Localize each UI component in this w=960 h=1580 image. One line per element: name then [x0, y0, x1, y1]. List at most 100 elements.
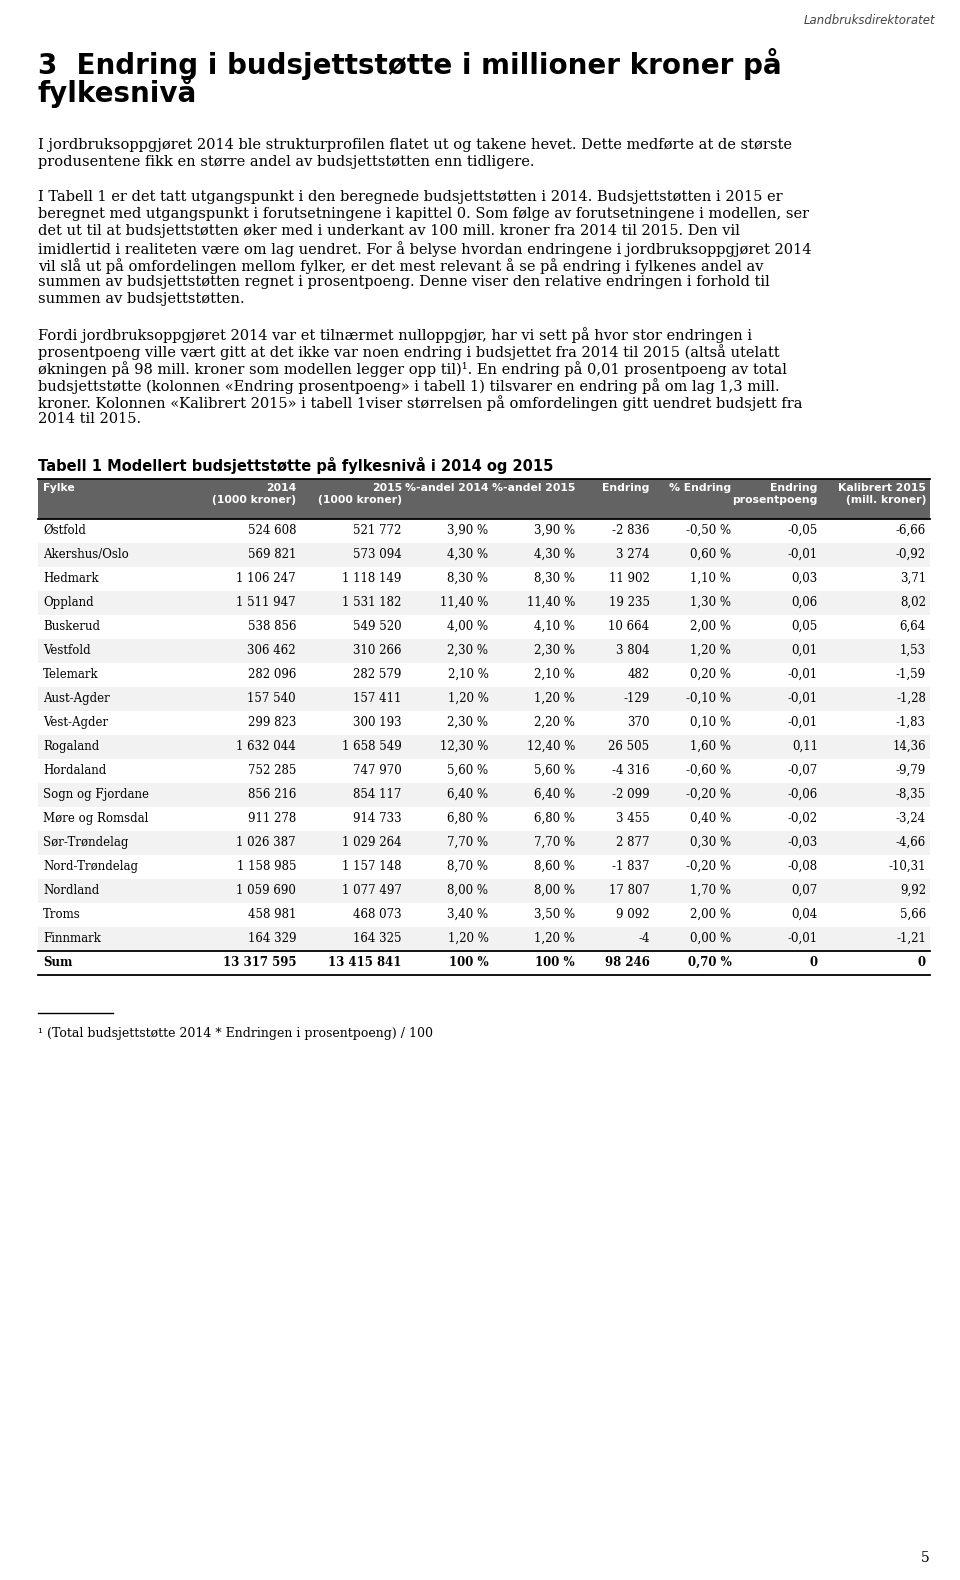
Text: -0,20 %: -0,20 %	[686, 788, 732, 801]
Text: -1,83: -1,83	[896, 716, 926, 728]
Text: produsentene fikk en større andel av budsjettstøtten enn tidligere.: produsentene fikk en større andel av bud…	[38, 155, 535, 169]
Text: 12,40 %: 12,40 %	[527, 739, 575, 754]
Bar	[38, 664, 930, 687]
Text: %-andel 2014: %-andel 2014	[405, 483, 489, 493]
Text: 1,60 %: 1,60 %	[690, 739, 732, 754]
Bar	[38, 758, 930, 784]
Text: 914 733: 914 733	[353, 812, 402, 825]
Text: 482: 482	[627, 668, 650, 681]
Text: det ut til at budsjettstøtten øker med i underkant av 100 mill. kroner fra 2014 : det ut til at budsjettstøtten øker med i…	[38, 224, 740, 239]
Text: 0: 0	[918, 956, 926, 969]
Text: Vestfold: Vestfold	[43, 645, 90, 657]
Bar	[38, 615, 930, 638]
Bar	[38, 855, 930, 878]
Text: 6,64: 6,64	[900, 619, 926, 634]
Text: prosentpoeng ville vært gitt at det ikke var noen endring i budsjettet fra 2014 : prosentpoeng ville vært gitt at det ikke…	[38, 344, 780, 360]
Text: 9,92: 9,92	[900, 883, 926, 897]
Text: -0,01: -0,01	[788, 692, 818, 705]
Text: 3  Endring i budsjettstøtte i millioner kroner på: 3 Endring i budsjettstøtte i millioner k…	[38, 47, 781, 81]
Text: 2014
(1000 kroner): 2014 (1000 kroner)	[212, 483, 296, 506]
Text: -0,07: -0,07	[787, 765, 818, 777]
Text: -0,92: -0,92	[896, 548, 926, 561]
Text: 0,04: 0,04	[792, 908, 818, 921]
Bar	[38, 831, 930, 855]
Text: 0,60 %: 0,60 %	[690, 548, 732, 561]
Text: Nord-Trøndelag: Nord-Trøndelag	[43, 860, 138, 874]
Text: Rogaland: Rogaland	[43, 739, 99, 754]
Bar	[38, 638, 930, 664]
Text: summen av budsjettstøtten.: summen av budsjettstøtten.	[38, 292, 245, 307]
Text: beregnet med utgangspunkt i forutsetningene i kapittel 0. Som følge av forutsetn: beregnet med utgangspunkt i forutsetning…	[38, 207, 809, 221]
Text: %-andel 2015: %-andel 2015	[492, 483, 575, 493]
Text: 98 246: 98 246	[605, 956, 650, 969]
Text: 4,00 %: 4,00 %	[447, 619, 489, 634]
Text: -0,10 %: -0,10 %	[686, 692, 732, 705]
Text: -0,01: -0,01	[788, 668, 818, 681]
Bar	[38, 591, 930, 615]
Text: -4: -4	[638, 932, 650, 945]
Bar	[38, 735, 930, 758]
Text: 1,20 %: 1,20 %	[534, 932, 575, 945]
Text: 458 981: 458 981	[248, 908, 296, 921]
Text: Telemark: Telemark	[43, 668, 99, 681]
Text: -0,08: -0,08	[788, 860, 818, 874]
Text: 164 325: 164 325	[353, 932, 402, 945]
Text: Østfold: Østfold	[43, 525, 85, 537]
Text: 282 579: 282 579	[353, 668, 402, 681]
Text: -0,05: -0,05	[787, 525, 818, 537]
Text: summen av budsjettstøtten regnet i prosentpoeng. Denne viser den relative endrin: summen av budsjettstøtten regnet i prose…	[38, 275, 770, 289]
Text: 5,60 %: 5,60 %	[447, 765, 489, 777]
Text: -2 099: -2 099	[612, 788, 650, 801]
Text: Vest-Agder: Vest-Agder	[43, 716, 108, 728]
Text: 11 902: 11 902	[609, 572, 650, 585]
Text: Aust-Agder: Aust-Agder	[43, 692, 109, 705]
Text: 164 329: 164 329	[248, 932, 296, 945]
Text: 1 026 387: 1 026 387	[236, 836, 296, 848]
Text: 3 455: 3 455	[615, 812, 650, 825]
Text: 26 505: 26 505	[609, 739, 650, 754]
Text: 0,11: 0,11	[792, 739, 818, 754]
Text: 1 106 247: 1 106 247	[236, 572, 296, 585]
Text: 13 317 595: 13 317 595	[223, 956, 296, 969]
Text: 5,60 %: 5,60 %	[534, 765, 575, 777]
Text: 7,70 %: 7,70 %	[534, 836, 575, 848]
Bar	[38, 807, 930, 831]
Text: 5: 5	[922, 1552, 930, 1566]
Bar	[38, 784, 930, 807]
Text: 524 608: 524 608	[248, 525, 296, 537]
Text: 1 118 149: 1 118 149	[343, 572, 402, 585]
Text: 8,02: 8,02	[900, 596, 926, 608]
Text: 282 096: 282 096	[248, 668, 296, 681]
Text: 0,00 %: 0,00 %	[690, 932, 732, 945]
Text: 8,60 %: 8,60 %	[534, 860, 575, 874]
Text: % Endring: % Endring	[669, 483, 732, 493]
Text: -2 836: -2 836	[612, 525, 650, 537]
Text: 299 823: 299 823	[248, 716, 296, 728]
Text: 0,06: 0,06	[792, 596, 818, 608]
Text: 0,20 %: 0,20 %	[690, 668, 732, 681]
Text: -1,21: -1,21	[896, 932, 926, 945]
Text: Landbruksdirektoratet: Landbruksdirektoratet	[804, 14, 935, 27]
Text: 1 059 690: 1 059 690	[236, 883, 296, 897]
Bar	[38, 687, 930, 711]
Text: økningen på 98 mill. kroner som modellen legger opp til)¹. En endring på 0,01 pr: økningen på 98 mill. kroner som modellen…	[38, 360, 787, 378]
Text: I Tabell 1 er det tatt utgangspunkt i den beregnede budsjettstøtten i 2014. Buds: I Tabell 1 er det tatt utgangspunkt i de…	[38, 190, 782, 204]
Text: Sør-Trøndelag: Sør-Trøndelag	[43, 836, 129, 848]
Text: -0,01: -0,01	[788, 716, 818, 728]
Text: Nordland: Nordland	[43, 883, 99, 897]
Text: 4,30 %: 4,30 %	[447, 548, 489, 561]
Text: 1 531 182: 1 531 182	[343, 596, 402, 608]
Text: 14,36: 14,36	[893, 739, 926, 754]
Text: 370: 370	[627, 716, 650, 728]
Text: -0,60 %: -0,60 %	[686, 765, 732, 777]
Text: 569 821: 569 821	[248, 548, 296, 561]
Text: 521 772: 521 772	[353, 525, 402, 537]
Text: 854 117: 854 117	[353, 788, 402, 801]
Text: -3,24: -3,24	[896, 812, 926, 825]
Text: -0,01: -0,01	[788, 548, 818, 561]
Text: -0,02: -0,02	[788, 812, 818, 825]
Text: -4,66: -4,66	[896, 836, 926, 848]
Text: 1,20 %: 1,20 %	[447, 932, 489, 945]
Text: 157 540: 157 540	[248, 692, 296, 705]
Text: -0,20 %: -0,20 %	[686, 860, 732, 874]
